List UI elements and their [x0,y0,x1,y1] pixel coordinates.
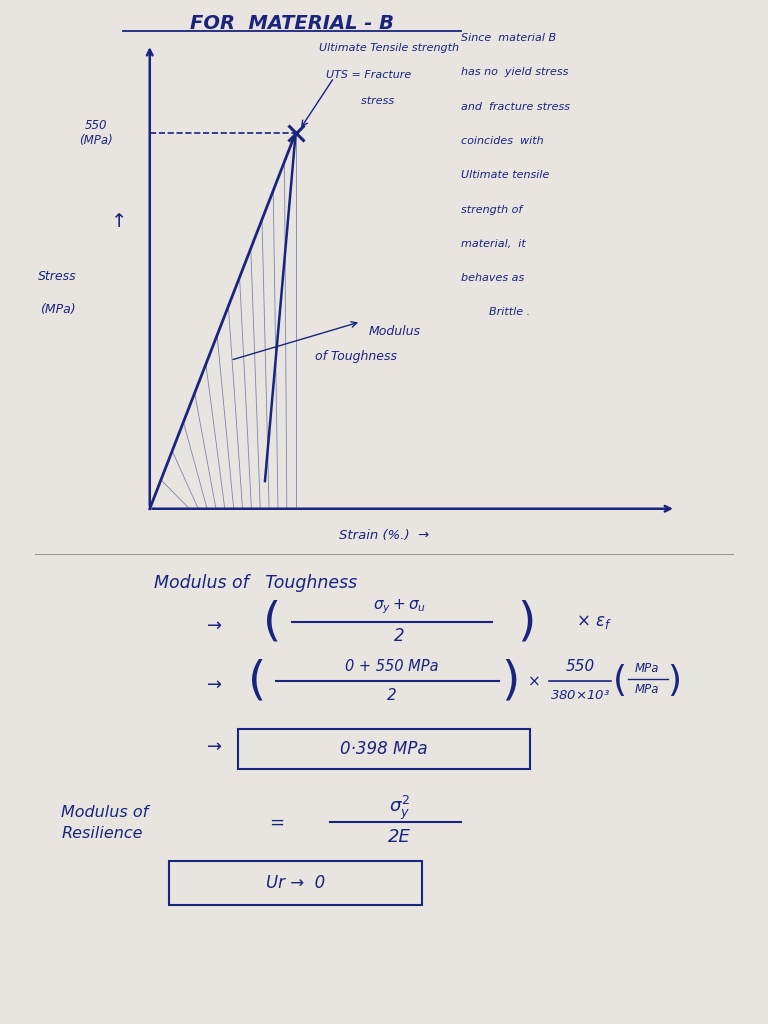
Text: FOR  MATERIAL - B: FOR MATERIAL - B [190,14,394,33]
Text: ): ) [517,599,535,644]
Text: 2E: 2E [388,827,411,846]
Text: (: ( [613,665,627,698]
Text: of Toughness: of Toughness [315,350,397,364]
Text: Ur →  0: Ur → 0 [266,873,326,892]
Text: material,  it: material, it [461,239,525,249]
Text: 0·398 MPa: 0·398 MPa [340,739,428,758]
Text: 2: 2 [394,628,405,645]
Text: Brittle .: Brittle . [461,307,530,317]
Text: 380$\times$10³: 380$\times$10³ [550,689,610,702]
Text: →: → [207,676,223,694]
Text: has no  yield stress: has no yield stress [461,68,568,78]
Text: Ultimate tensile: Ultimate tensile [461,170,549,180]
Text: coincides  with: coincides with [461,136,544,146]
Text: 2: 2 [387,688,396,703]
Text: ↑: ↑ [111,212,127,230]
Text: Resilience: Resilience [61,826,143,842]
Text: =: = [269,814,284,831]
Text: Stress: Stress [38,270,77,283]
Text: MPa: MPa [635,683,660,696]
Text: $\times$ $\varepsilon_f$: $\times$ $\varepsilon_f$ [576,613,612,631]
Text: (MPa): (MPa) [40,303,75,316]
Text: $\times$: $\times$ [528,674,540,688]
Text: (: ( [263,599,282,644]
Text: Modulus of   Toughness: Modulus of Toughness [154,574,356,593]
Text: →: → [207,616,223,635]
Text: ): ) [667,665,681,698]
Text: Since  material B: Since material B [461,33,556,43]
Text: ): ) [502,658,520,703]
Text: $\sigma_y + \sigma_u$: $\sigma_y + \sigma_u$ [372,598,426,616]
Text: 0 + 550 MPa: 0 + 550 MPa [345,658,439,674]
Text: →: → [207,737,223,756]
Text: stress: stress [326,96,395,106]
Text: UTS = Fracture: UTS = Fracture [326,71,412,80]
Text: behaves as: behaves as [461,273,524,284]
Text: Ultimate Tensile strength: Ultimate Tensile strength [319,43,458,52]
Text: 550: 550 [565,658,594,674]
Text: Modulus: Modulus [369,326,421,338]
Text: strength of: strength of [461,205,522,215]
Text: $\sigma_y^2$: $\sigma_y^2$ [389,795,410,822]
Text: Strain (%.)  →: Strain (%.) → [339,528,429,542]
Text: (: ( [248,658,266,703]
Text: and  fracture stress: and fracture stress [461,101,570,112]
Text: MPa: MPa [635,663,660,676]
Text: Modulus of: Modulus of [61,805,149,819]
Text: 550
(MPa): 550 (MPa) [79,119,113,146]
